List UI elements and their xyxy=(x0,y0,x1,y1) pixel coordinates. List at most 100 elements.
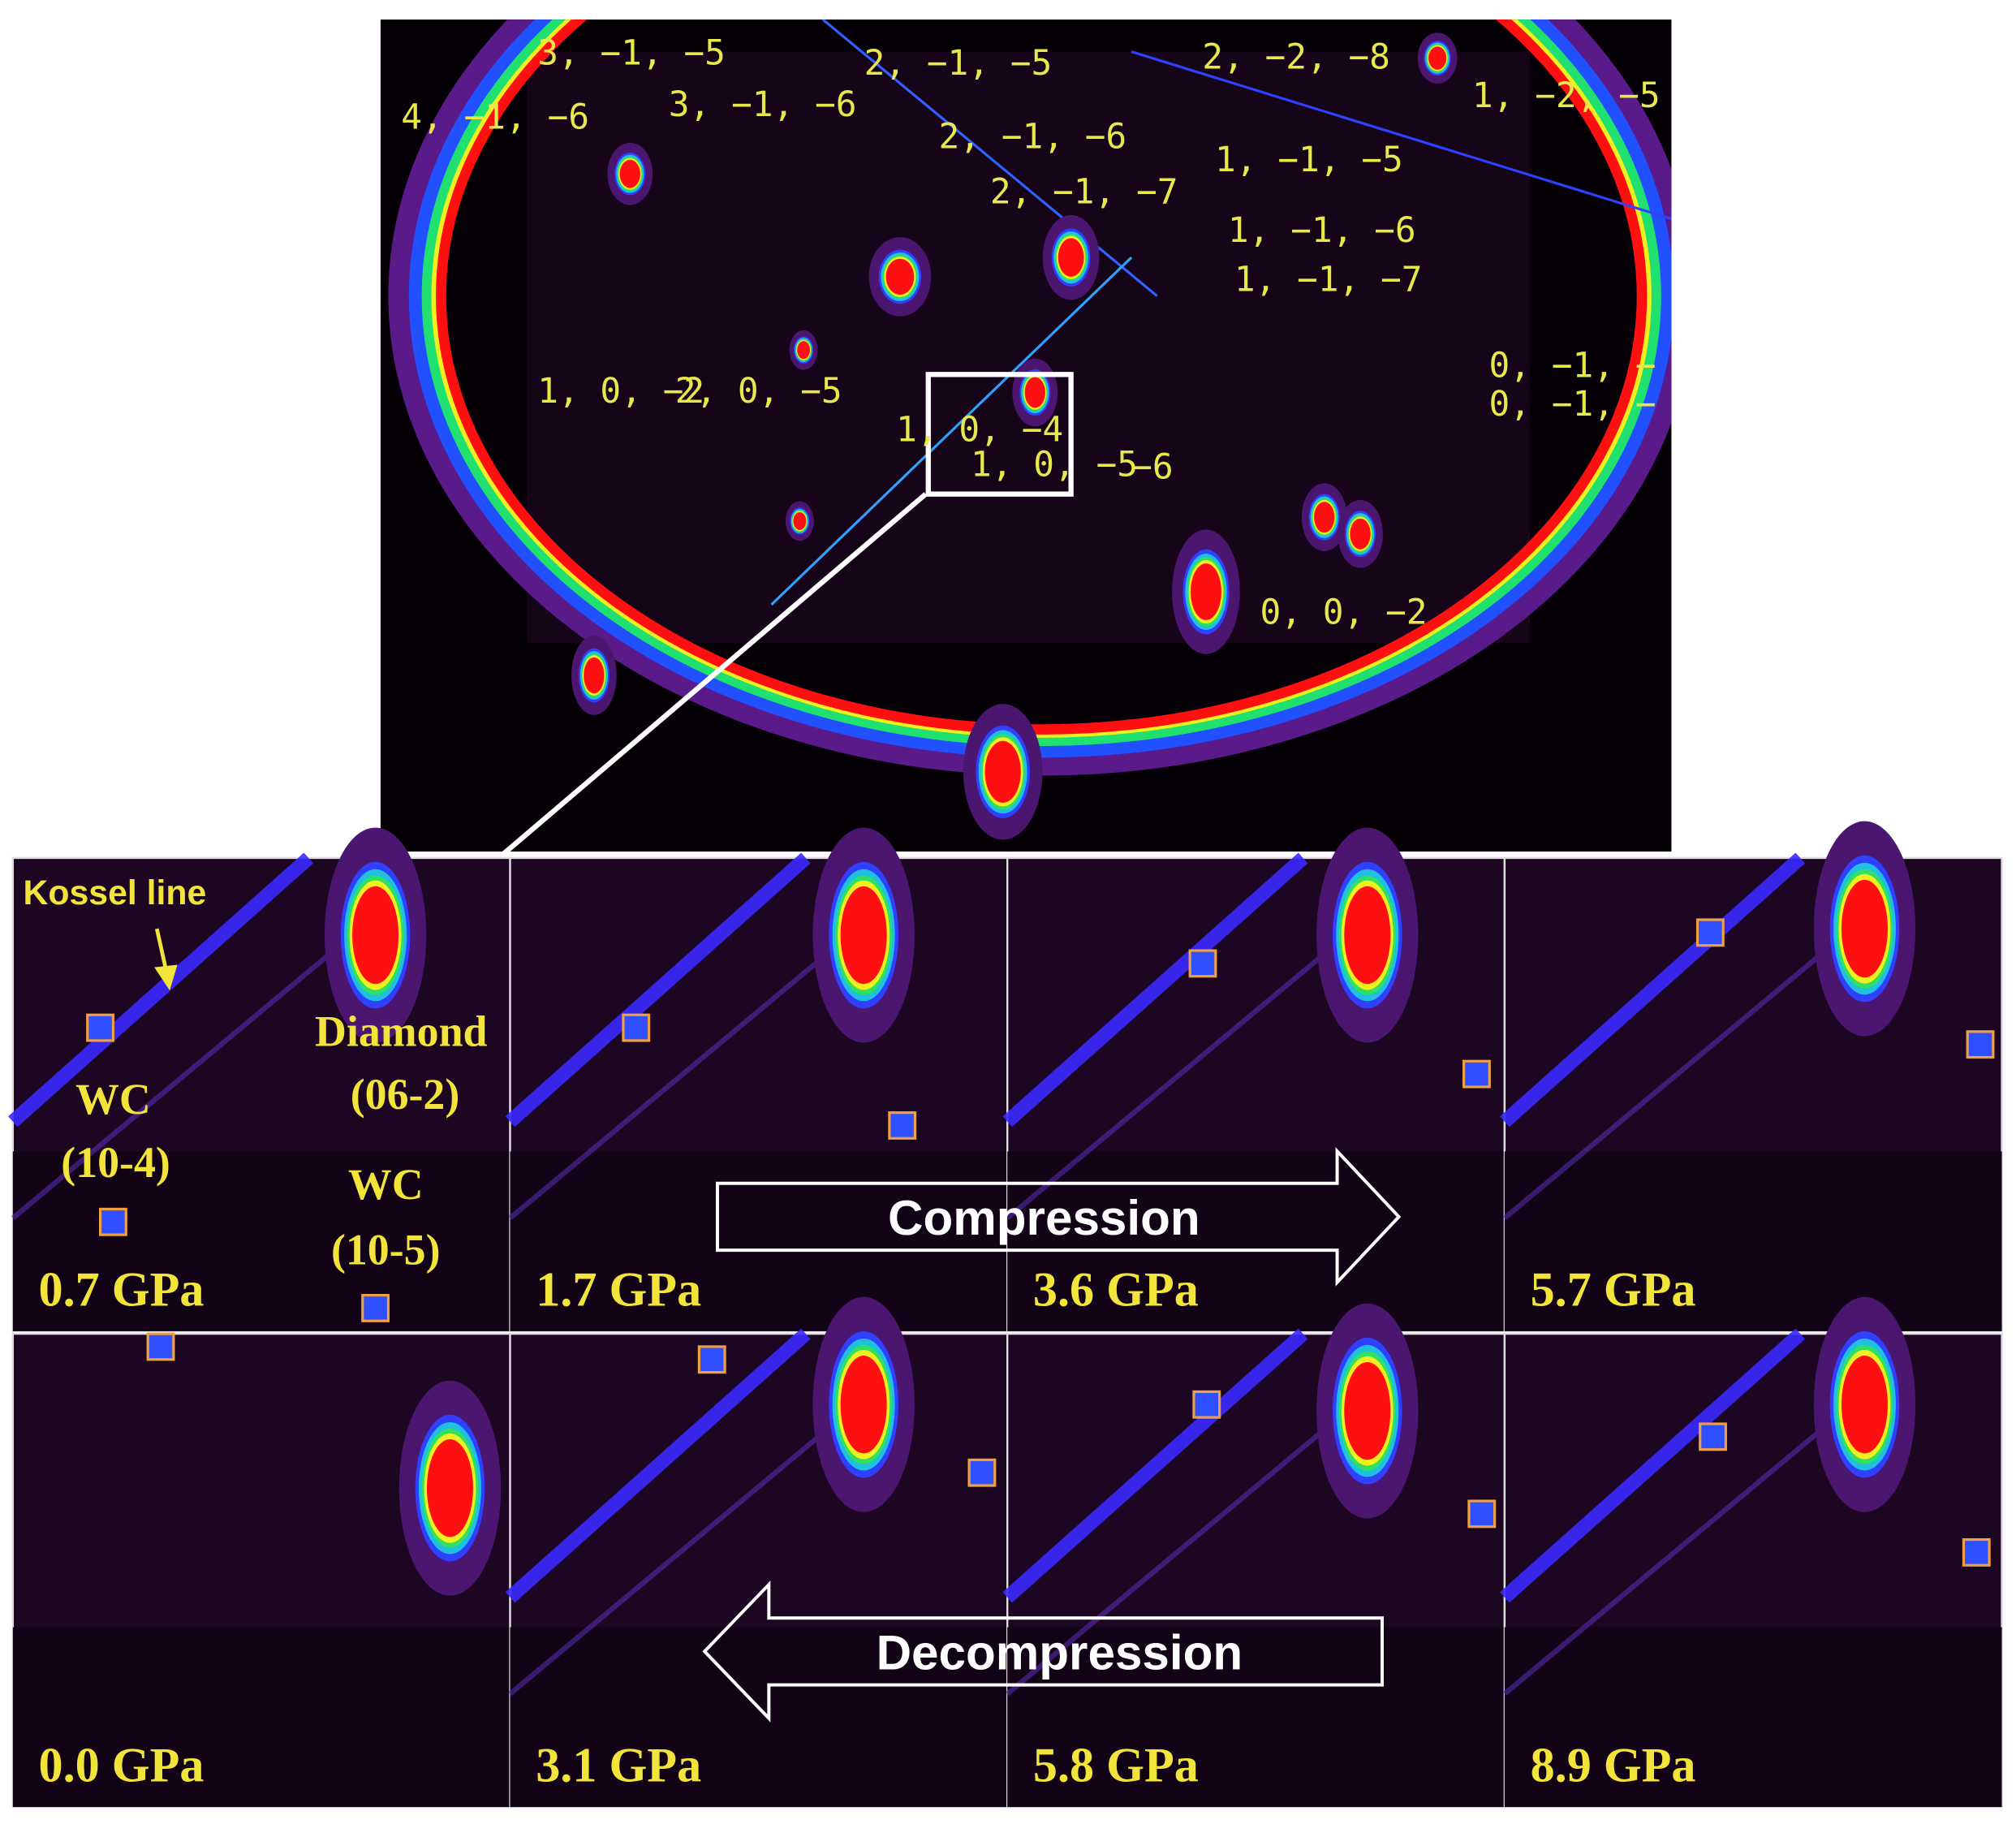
spot xyxy=(1058,238,1084,277)
refl-box xyxy=(697,1345,726,1374)
spot xyxy=(1841,879,1888,978)
spot xyxy=(1314,502,1335,533)
zoom-box xyxy=(925,372,1074,497)
pressure-label: 3.1 GPa xyxy=(536,1738,701,1792)
zoom-arrow xyxy=(441,492,928,908)
panel: 5.7 GPa xyxy=(1500,821,2003,1333)
kossel xyxy=(1131,50,1672,221)
spot xyxy=(584,657,605,694)
hkl-label: 2, −1, −7 xyxy=(990,172,1178,213)
refl-box xyxy=(86,1013,114,1042)
annotation: WC xyxy=(348,1160,424,1209)
hkl-label: 1, 0, −5 xyxy=(971,444,1138,485)
hkl-label: 3, −1, −5 xyxy=(537,33,726,74)
panel: 0.0 GPa xyxy=(11,1332,511,1809)
hkl-label: 0, −1, − xyxy=(1488,384,1656,425)
spot xyxy=(1190,563,1221,620)
compression-arrow xyxy=(715,1147,1402,1287)
hkl-label: 2, 0, −5 xyxy=(675,371,842,412)
panel: 3.1 GPa xyxy=(505,1296,1009,1809)
hkl-label: 1, −1, −7 xyxy=(1234,259,1423,300)
pressure-label: 1.7 GPa xyxy=(536,1262,701,1317)
panel-shade xyxy=(510,1151,1008,1331)
panel: 1.7 GPa xyxy=(505,827,1009,1333)
panel: 0.7 GPa xyxy=(8,827,511,1333)
spot xyxy=(885,258,915,295)
refl-box xyxy=(1966,1030,1995,1059)
hkl-label: −6 xyxy=(1131,447,1173,488)
refl-box xyxy=(1699,1422,1727,1451)
spot xyxy=(426,1439,473,1537)
ring xyxy=(409,19,1672,758)
panel-shade xyxy=(12,1151,510,1331)
kossel-line xyxy=(505,1328,811,1603)
kossel xyxy=(770,257,1133,606)
spot xyxy=(1024,377,1045,408)
annotation: WC xyxy=(75,1075,151,1123)
kossel-line xyxy=(8,852,314,1128)
refl-box xyxy=(622,1013,651,1042)
pressure-label: 8.9 GPa xyxy=(1531,1738,1696,1792)
pressure-label: 5.8 GPa xyxy=(1033,1738,1199,1792)
spot xyxy=(984,740,1021,803)
refl-box xyxy=(98,1207,127,1236)
hkl-label: 1, 0, −2 xyxy=(537,371,704,412)
kossel-line xyxy=(1500,852,1806,1128)
refl-box xyxy=(1962,1537,1991,1567)
spot xyxy=(1428,46,1447,70)
refl-box xyxy=(967,1458,997,1487)
spot xyxy=(840,886,887,985)
spot xyxy=(840,1356,887,1454)
spot xyxy=(1344,886,1391,985)
refl-box xyxy=(1467,1499,1497,1529)
ring xyxy=(421,19,1661,746)
refl-box xyxy=(888,1111,917,1140)
panel-shade xyxy=(1007,1627,1505,1808)
refl-box xyxy=(361,1294,390,1322)
hkl-label: 0, −1, − xyxy=(1488,345,1656,386)
kossel xyxy=(821,19,1158,297)
refl-box xyxy=(1695,918,1725,947)
hkl-label: 0, 0, −2 xyxy=(1260,593,1428,633)
panel-shade xyxy=(12,1627,510,1808)
annotation: Kossel line xyxy=(24,873,207,912)
spot xyxy=(1350,518,1371,550)
annotation: Diamond xyxy=(315,1007,488,1055)
decompression-label: Decompression xyxy=(877,1626,1243,1680)
kossel-line xyxy=(1002,852,1308,1128)
spot xyxy=(793,511,807,530)
decompression-arrow xyxy=(702,1580,1384,1723)
hkl-label: 2, −1, −5 xyxy=(864,43,1053,84)
spot xyxy=(619,159,640,188)
pressure-label: 0.0 GPa xyxy=(39,1738,205,1792)
hkl-label: 4, −1, −6 xyxy=(401,97,589,138)
hkl-label: 1, −1, −6 xyxy=(1228,210,1416,251)
kossel-line xyxy=(1500,1328,1806,1603)
refl-box xyxy=(1462,1059,1491,1089)
refl-box xyxy=(1188,949,1217,978)
hkl-label: 1, −1, −5 xyxy=(1215,140,1403,180)
refl-box xyxy=(146,1332,175,1361)
kossel-line xyxy=(1002,1328,1308,1603)
laue-image xyxy=(380,19,1672,908)
spot xyxy=(1841,1356,1888,1454)
hkl-label: 3, −1, −6 xyxy=(669,84,857,125)
hkl-label: 2, −1, −6 xyxy=(938,116,1126,157)
spot xyxy=(352,886,399,985)
panel-shade xyxy=(510,1627,1008,1808)
annotation: (10-5) xyxy=(331,1226,441,1274)
spot xyxy=(797,341,811,360)
hkl-label: 1, −2, −5 xyxy=(1472,75,1661,116)
spot xyxy=(1344,1361,1391,1460)
panel-shade xyxy=(1504,1151,2002,1331)
kossel-line xyxy=(505,852,811,1128)
hkl-label: 2, −2, −8 xyxy=(1202,37,1390,77)
compression-label: Compression xyxy=(888,1191,1200,1245)
panel-shade xyxy=(1007,1151,1505,1331)
pressure-label: 5.7 GPa xyxy=(1531,1262,1696,1317)
panel: 8.9 GPa xyxy=(1500,1296,2003,1809)
pressure-label: 0.7 GPa xyxy=(39,1262,205,1317)
annotation: (10-4) xyxy=(61,1138,170,1187)
